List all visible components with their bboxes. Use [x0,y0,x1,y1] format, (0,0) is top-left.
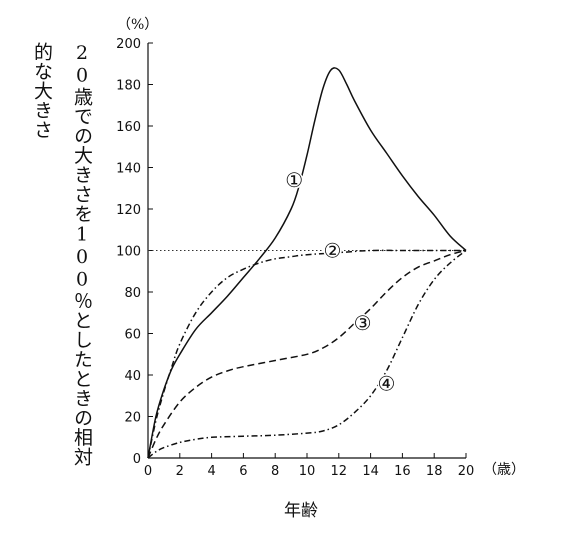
y-tick-label: 40 [124,369,141,384]
series-label-4: ④ [378,371,396,395]
x-tick-label: 2 [176,464,184,479]
y-tick-label: 160 [116,120,141,135]
x-tick-label: 0 [144,464,152,479]
series-label-1: ① [285,168,303,192]
series-label-backdrop-1 [285,170,304,189]
y-tick-label: 180 [116,79,141,94]
series-label-backdrop-4 [377,374,396,393]
y-tick-label: 60 [124,328,141,343]
x-axis-label: 年齢 [284,501,318,521]
x-tick-label: 6 [239,464,247,479]
x-tick-label: 12 [331,464,348,479]
x-tick-label: 4 [207,464,215,479]
y-tick-label: 100 [116,245,141,260]
series-label-2: ② [323,239,341,263]
series-line-3 [147,249,467,459]
series-line-2 [147,249,466,459]
x-tick-label: 18 [426,464,443,479]
y-tick-label: 80 [124,286,141,301]
y-tick-label: 0 [133,452,141,467]
x-axis-unit: （歳） [483,462,525,478]
series-line-1 [147,67,467,459]
y-tick-label: 120 [116,203,141,218]
x-tick-label: 14 [362,464,379,479]
y-axis-unit: （%） [117,17,159,33]
x-tick-label: 8 [271,464,279,479]
x-tick-label: 20 [458,464,475,479]
y-tick-label: 140 [116,162,141,177]
y-tick-label: 200 [116,37,141,52]
series-label-3: ③ [354,311,372,335]
x-tick-label: 16 [394,464,411,479]
series-label-backdrop-3 [353,314,372,333]
series-line-4 [147,249,467,459]
x-tick-label: 10 [299,464,316,479]
series-label-backdrop-2 [323,241,342,260]
y-tick-label: 20 [124,411,141,426]
y-axis-label: 20歳での大きさを100％としたときの相対的な大きさ [31,42,93,467]
